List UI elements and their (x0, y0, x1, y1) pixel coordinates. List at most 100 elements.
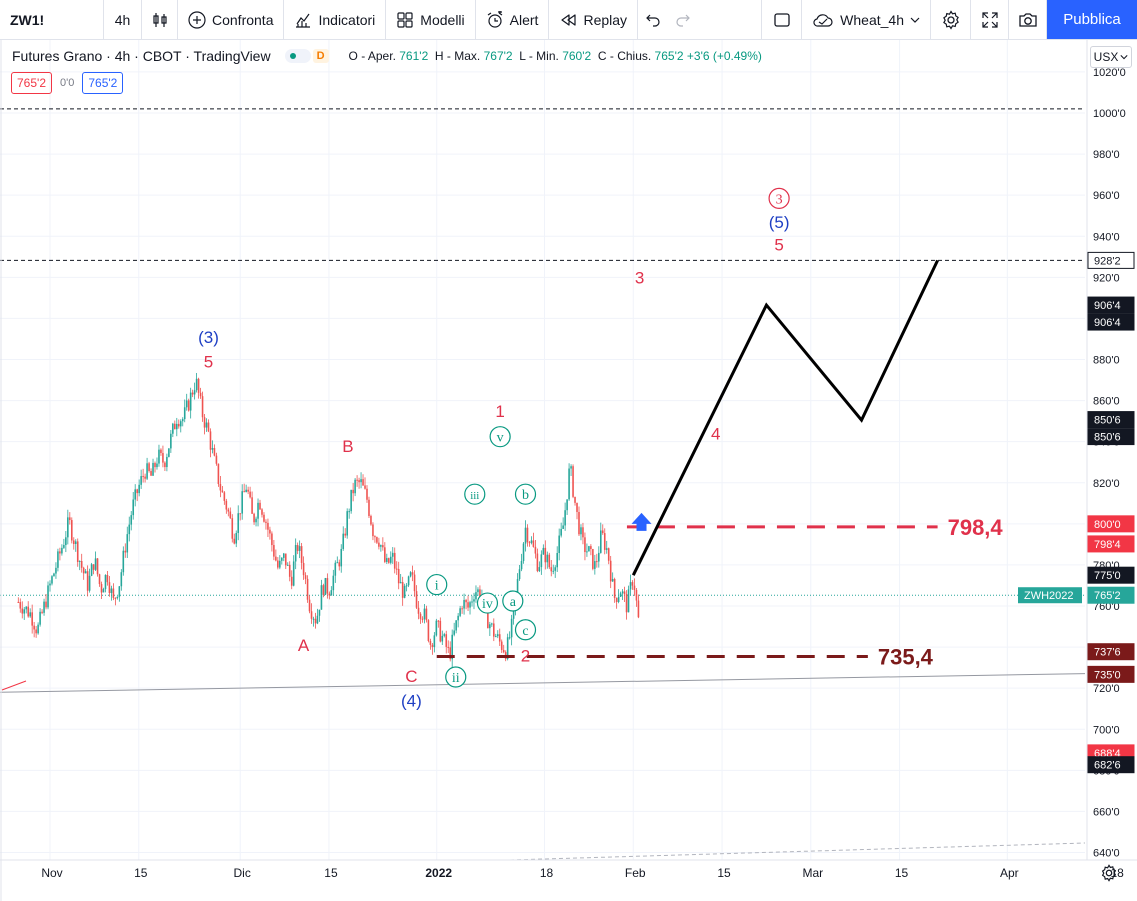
candle-body (114, 597, 117, 599)
resistance-label-798: 798,4 (948, 515, 1004, 540)
fullscreen-button[interactable] (971, 0, 1009, 39)
candle-body (530, 540, 533, 543)
candle-body (391, 552, 394, 557)
wave-label: B (342, 437, 353, 456)
candle-body (405, 585, 408, 587)
candle-body (619, 593, 622, 597)
candle-body (441, 635, 444, 642)
candle-body (126, 534, 129, 553)
candle-body (221, 490, 224, 493)
candle-body (461, 608, 463, 610)
wave-label: 5 (774, 236, 783, 255)
replay-icon (561, 13, 577, 26)
candle-body (312, 618, 315, 620)
candle-body (72, 540, 75, 544)
support-label-735: 735,4 (878, 645, 934, 670)
price-tick-label: 1020'0 (1093, 67, 1126, 79)
candle-body (292, 561, 295, 586)
currency-selector[interactable]: USX (1090, 46, 1132, 68)
wave-label: ii (452, 671, 460, 686)
wave-label: A (298, 636, 310, 655)
candle-body (594, 561, 596, 569)
layout-menu-button[interactable]: Wheat_4h (802, 0, 931, 39)
interval-button[interactable]: 4h (104, 0, 142, 39)
compare-button[interactable]: Confronta (178, 0, 285, 39)
chart-levels (0, 108, 1086, 861)
time-tick-label: 2022 (425, 866, 452, 880)
candle-body (136, 489, 138, 494)
candle-body (516, 579, 519, 596)
candle-body (572, 466, 574, 497)
delayed-data-badge[interactable]: D (312, 49, 329, 63)
candle-body (592, 549, 594, 569)
wave-label-circle (426, 573, 448, 596)
candle-body (55, 567, 57, 574)
publish-button[interactable]: Pubblica (1047, 0, 1137, 39)
sell-price-button[interactable]: 765'2 (11, 72, 52, 94)
candle-body (120, 572, 123, 587)
candle-body (275, 556, 277, 561)
price-axis-marker (1087, 313, 1135, 331)
candle-body (637, 600, 640, 618)
snapshot-button[interactable] (1009, 0, 1047, 39)
candle-body (366, 488, 368, 500)
candle-body (459, 608, 461, 616)
redo-button[interactable] (668, 0, 698, 39)
candle-body (267, 522, 269, 530)
candle-body (217, 463, 220, 485)
chart-type-button[interactable] (142, 0, 178, 39)
candle-body (493, 623, 495, 637)
chart-settings-button[interactable] (931, 0, 971, 39)
fullscreen-toggle-button[interactable] (762, 0, 803, 39)
candle-body (534, 546, 537, 554)
candle-body (98, 574, 101, 585)
symbol-price-tag (1018, 587, 1082, 604)
candle-body (631, 582, 634, 586)
candle-body (177, 423, 180, 427)
price-axis-marker (1087, 756, 1135, 774)
candle-body (528, 542, 531, 544)
replay-button[interactable]: Replay (549, 0, 639, 39)
candle-body (308, 599, 311, 612)
buy-price-button[interactable]: 765'2 (82, 72, 124, 94)
price-axis-marker-label: 906'4 (1094, 300, 1121, 312)
wave-label: C (405, 667, 417, 686)
candle-body (243, 491, 245, 493)
candle-body (389, 556, 392, 563)
candle-body (437, 620, 440, 622)
candle-body (84, 571, 87, 574)
candle-body (554, 567, 557, 571)
fullscreen-square-icon (774, 12, 790, 27)
candle-body (494, 636, 497, 638)
high-value: 767'2 (483, 49, 513, 63)
templates-icon (397, 11, 413, 28)
indicators-label: Indicatori (318, 11, 376, 28)
indicators-button[interactable]: Indicatori (284, 0, 387, 39)
candle-body (195, 378, 198, 391)
alarm-clock-icon (487, 10, 502, 28)
wave-label: v (497, 431, 504, 446)
price-axis-marker-label: 850'6 (1094, 432, 1121, 444)
market-status-icon[interactable] (284, 49, 311, 63)
candle-body (284, 553, 287, 566)
price-axis-marker (1087, 586, 1135, 604)
alert-button[interactable]: Alert (476, 0, 550, 39)
candle-body (128, 524, 131, 535)
templates-button[interactable]: Modelli (386, 0, 476, 39)
cloud-icon (813, 13, 833, 27)
symbol-search-button[interactable]: ZW1! (0, 0, 104, 39)
candle-body (603, 533, 606, 550)
camera-icon (1018, 12, 1037, 27)
chart-legend: Futures Grano · 4h · CBOT · TradingView … (12, 48, 762, 64)
wave-label: (3) (198, 328, 219, 347)
candle-body (510, 618, 513, 638)
candle-body (74, 541, 77, 544)
legend-title[interactable]: Futures Grano · 4h · CBOT · TradingView (12, 48, 271, 64)
axis-settings-gear-icon[interactable] (1100, 864, 1118, 882)
candle-body (33, 625, 35, 630)
candle-body (253, 513, 255, 523)
wave-label: 2 (521, 646, 530, 665)
undo-button[interactable] (638, 0, 668, 39)
indicators-icon (296, 13, 311, 28)
